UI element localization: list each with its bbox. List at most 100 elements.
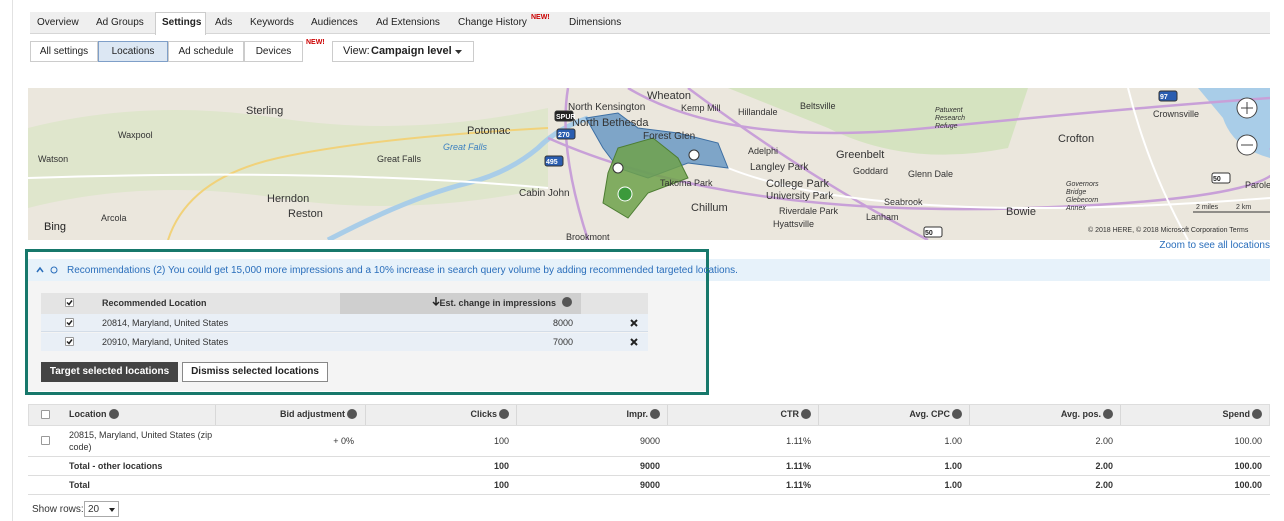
- map-brand: Bing: [44, 221, 66, 233]
- road-shield-label: 50: [925, 230, 933, 237]
- check-mark: [66, 339, 73, 345]
- map-label: Reston: [288, 208, 323, 220]
- map-pin: [688, 149, 700, 161]
- map-label: Potomac: [467, 125, 511, 137]
- tab[interactable]: Overview: [37, 17, 79, 28]
- map-label: Crownsville: [1153, 109, 1199, 119]
- caret: [455, 50, 462, 54]
- road-shield: [1211, 172, 1231, 184]
- map-label: Goddard: [853, 166, 888, 176]
- tab[interactable]: Ad Extensions: [376, 17, 440, 28]
- rec-impressions: 8000: [552, 318, 573, 328]
- column-divider: [969, 405, 970, 425]
- total-label: Total - other locations: [69, 461, 163, 471]
- road-shield: [556, 128, 576, 140]
- column-header: CTR: [780, 409, 800, 419]
- check-mark: [66, 300, 73, 306]
- road-shield-label: 97: [1160, 94, 1168, 101]
- total-cell: 1.00: [944, 461, 962, 471]
- rec-sorted-column: [340, 293, 581, 314]
- caret: [109, 508, 115, 512]
- column-header: Est. change in impressions: [439, 298, 556, 308]
- help-icon: [499, 409, 509, 419]
- help-icon: [347, 409, 357, 419]
- view-dropdown[interactable]: View: Campaign level: [332, 41, 474, 62]
- column-divider: [516, 405, 517, 425]
- help-icon: [109, 409, 119, 419]
- tab[interactable]: Keywords: [250, 17, 294, 28]
- recommendation-icons: [36, 266, 58, 274]
- map-road: [167, 127, 549, 240]
- column-divider: [215, 405, 216, 425]
- dismiss-icon[interactable]: [630, 338, 638, 346]
- checkbox[interactable]: [41, 436, 50, 445]
- map-label: College Park: [766, 178, 829, 190]
- map-label: Great Falls: [377, 154, 422, 164]
- map-label: Lanham: [866, 212, 899, 222]
- help-icon: [1103, 409, 1113, 419]
- road-shield-label: 495: [546, 159, 558, 166]
- map-label: Riverdale Park: [779, 206, 839, 216]
- target-button[interactable]: Target selected locations: [41, 362, 178, 382]
- active-tab: [155, 12, 206, 35]
- total-cell: 1.00: [944, 480, 962, 490]
- metric-cell: 1.00: [944, 436, 962, 446]
- road-shield: [544, 155, 564, 167]
- tab[interactable]: Dimensions: [569, 17, 622, 28]
- map-road: [28, 88, 1270, 240]
- metric-cell: 2.00: [1095, 436, 1113, 446]
- rec-location: 20814, Maryland, United States: [102, 318, 229, 328]
- rows-select[interactable]: 20: [84, 501, 119, 517]
- help-icon: [952, 409, 962, 419]
- map-label: Wheaton: [647, 90, 691, 102]
- checkbox[interactable]: [65, 337, 74, 346]
- tab[interactable]: Ads: [215, 17, 233, 28]
- sort-arrow: [432, 297, 440, 307]
- tab[interactable]: Ad Groups: [96, 17, 144, 28]
- column-header: Avg. pos.: [1060, 409, 1101, 419]
- checkbox[interactable]: [65, 318, 74, 327]
- new-badge: NEW!: [306, 39, 325, 46]
- dismiss-button[interactable]: Dismiss selected locations: [182, 362, 328, 382]
- check-mark: [66, 320, 73, 326]
- map-label: Refuge: [935, 123, 958, 130]
- total-cell: 2.00: [1095, 480, 1113, 490]
- map-pin-selected: [617, 186, 633, 202]
- column-divider: [667, 405, 668, 425]
- checkbox[interactable]: [65, 298, 74, 307]
- subtab[interactable]: Ad schedule: [168, 41, 244, 62]
- tab[interactable]: Change History: [458, 17, 527, 28]
- map-label: Adelphi: [748, 146, 778, 156]
- view-value: Campaign level: [371, 45, 452, 57]
- map-river: [326, 115, 589, 240]
- new-badge: NEW!: [531, 14, 550, 21]
- map-highway: [547, 88, 1270, 240]
- road-shield-label: 50: [1213, 176, 1221, 183]
- map-label: Watson: [38, 154, 68, 164]
- map-green: [28, 108, 548, 208]
- help-icon: [650, 409, 660, 419]
- map-label: Hillandale: [738, 107, 778, 117]
- zoom-link[interactable]: Zoom to see all locations: [1159, 240, 1270, 251]
- map-label: Great Falls: [443, 142, 488, 152]
- dismiss-icon[interactable]: [630, 319, 638, 327]
- subtab[interactable]: All settings: [30, 41, 98, 62]
- map-label: Glebecorn: [1066, 197, 1098, 204]
- map-label: Kemp Mill: [681, 103, 721, 113]
- map-label: Langley Park: [750, 162, 809, 173]
- subtab[interactable]: Devices: [244, 41, 303, 62]
- total-cell: 100.00: [1234, 480, 1262, 490]
- tab[interactable]: Settings: [162, 17, 202, 28]
- recommendation-highlight: [25, 249, 709, 395]
- map-label: Forest Glen: [643, 131, 695, 142]
- help-icon: [562, 297, 572, 307]
- column-divider: [1120, 405, 1121, 425]
- row-divider: [28, 494, 1270, 495]
- subtab[interactable]: Locations: [98, 41, 168, 62]
- map-label: Greenbelt: [836, 149, 884, 161]
- map-label: North Bethesda: [572, 117, 649, 129]
- checkbox[interactable]: [41, 410, 50, 419]
- metric-cell: 100: [493, 436, 509, 446]
- tab[interactable]: Audiences: [311, 17, 358, 28]
- column-header: Spend: [1222, 409, 1250, 419]
